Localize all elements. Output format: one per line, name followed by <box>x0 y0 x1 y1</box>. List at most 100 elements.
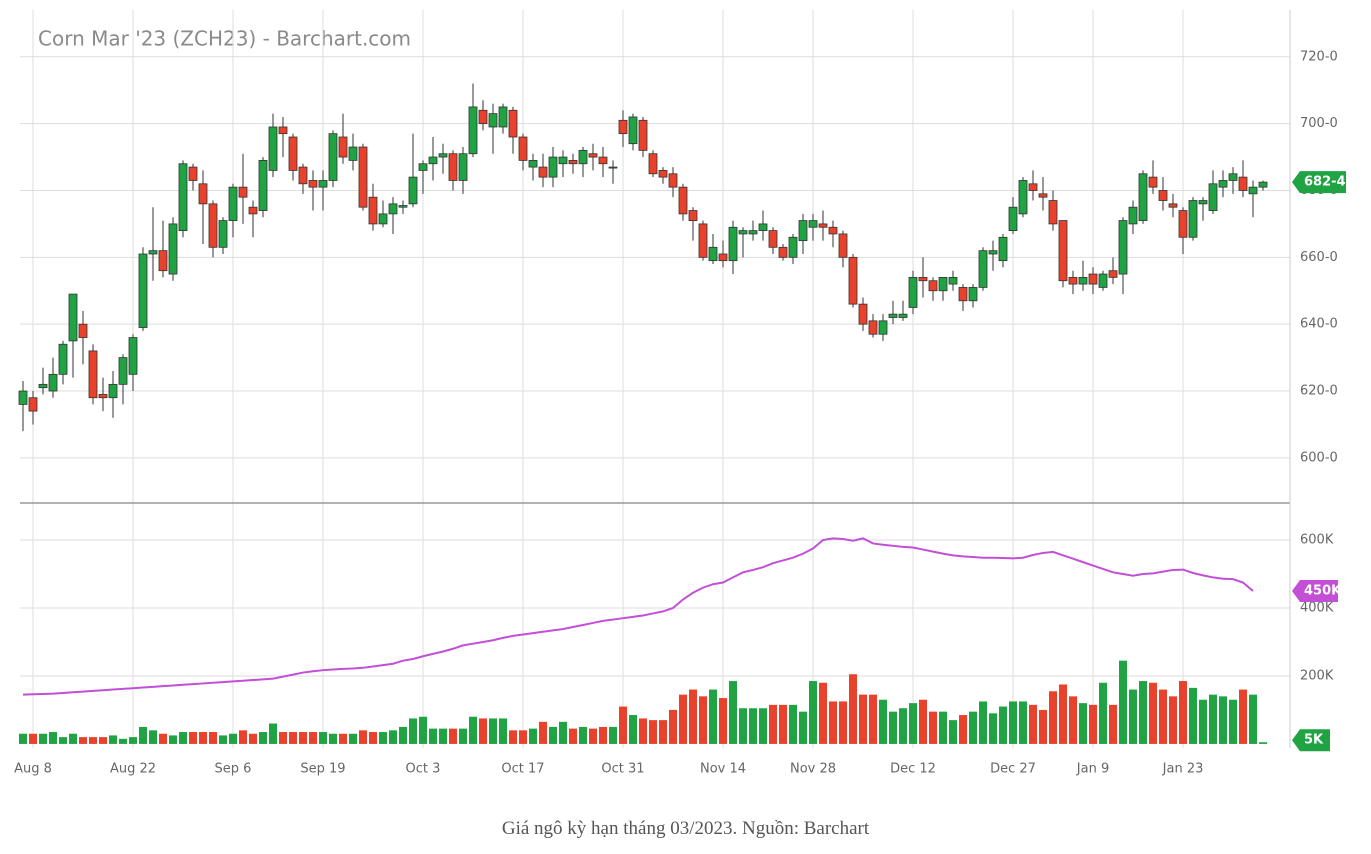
volume-bar <box>319 732 327 744</box>
candle-body <box>688 210 698 221</box>
candle-body <box>918 276 928 282</box>
volume-bar <box>1229 699 1237 744</box>
candle-body <box>238 186 248 198</box>
volume-bar <box>1009 701 1017 744</box>
volume-bar <box>629 715 637 744</box>
candle-body <box>528 160 538 168</box>
volume-bar <box>909 703 917 744</box>
candle-body <box>788 236 798 258</box>
candle-body <box>1148 176 1158 188</box>
candle-body <box>1108 270 1118 278</box>
volume-bar <box>369 732 377 744</box>
candle-body <box>88 350 98 399</box>
candle-body <box>628 116 638 145</box>
x-tick-label: Dec 27 <box>990 762 1036 777</box>
candle-body <box>618 119 628 135</box>
chart: Corn Mar '23 (ZCH23) - Barchart.com Aug … <box>14 10 1346 777</box>
candle-body <box>28 397 38 412</box>
candle-body <box>38 383 48 389</box>
candle-body <box>258 160 268 211</box>
candle-body <box>1128 206 1138 225</box>
volume-bar <box>649 720 657 744</box>
volume-bar <box>409 718 417 744</box>
candle-body <box>108 383 118 399</box>
candle-body <box>568 160 578 165</box>
volume-bar <box>789 704 797 744</box>
candle-body <box>378 213 388 225</box>
volume-bar <box>439 728 447 744</box>
volume-bar <box>1259 742 1267 744</box>
x-tick-label: Oct 17 <box>501 762 544 777</box>
volume-bar <box>719 698 727 744</box>
volume-bar <box>849 674 857 744</box>
x-tick-label: Nov 28 <box>790 762 836 777</box>
candle-body <box>458 153 468 181</box>
candle-body <box>1138 173 1148 221</box>
candle-body <box>708 246 718 262</box>
candle-body <box>368 196 378 225</box>
x-tick-label: Oct 3 <box>406 762 441 777</box>
volume-bar <box>1099 682 1107 744</box>
volume-bar <box>79 737 87 744</box>
volume-bar <box>1039 709 1047 744</box>
volume-bar <box>659 720 667 744</box>
volume-bar <box>979 701 987 744</box>
candle-body <box>518 136 528 161</box>
candle-body <box>558 156 568 165</box>
x-tick-label: Jan 23 <box>1162 762 1204 777</box>
volume-bar <box>779 704 787 744</box>
volume-bar <box>1209 694 1217 744</box>
volume-bar <box>359 730 367 744</box>
candle-body <box>908 276 918 308</box>
volume-bar <box>309 732 317 744</box>
candle-body <box>968 287 978 302</box>
y-tick-label: 200K <box>1300 668 1334 683</box>
candle-body <box>808 220 818 228</box>
volume-bar <box>739 708 747 744</box>
candle-body <box>958 287 968 302</box>
candle-body <box>178 163 188 231</box>
volume-bar <box>1049 691 1057 744</box>
candle-body <box>1058 220 1068 282</box>
candle-body <box>1098 273 1108 288</box>
volume-bar <box>529 728 537 744</box>
volume-bar <box>799 711 807 744</box>
volume-bar <box>189 732 197 744</box>
volume-bar <box>819 682 827 744</box>
candle-body <box>428 156 438 165</box>
candle-body <box>858 303 868 325</box>
volume-bar <box>249 733 257 744</box>
volume-bar <box>569 728 577 744</box>
volume-bar <box>329 733 337 744</box>
volume-bar <box>639 718 647 744</box>
candle-body <box>1088 273 1098 285</box>
volume-bar <box>139 726 147 744</box>
volume-bar <box>289 732 297 744</box>
volume-bar <box>1089 704 1097 744</box>
x-tick-label: Nov 14 <box>700 762 746 777</box>
candle-body <box>58 343 68 375</box>
candle-body <box>778 246 788 258</box>
candle-body <box>1218 180 1228 188</box>
candle-body <box>718 253 728 262</box>
volume-bar <box>669 709 677 744</box>
candle-body <box>1258 181 1268 188</box>
candle-body <box>678 186 688 215</box>
candle-body <box>878 320 888 335</box>
y-tick-label: 720-0 <box>1300 49 1338 64</box>
candle-body <box>1208 183 1218 211</box>
volume-bar <box>589 728 597 744</box>
volume-bar <box>509 730 517 744</box>
y-tick-label: 700-0 <box>1300 116 1338 131</box>
candle-body <box>818 223 828 228</box>
volume-bar <box>879 699 887 744</box>
candle-body <box>608 166 618 169</box>
candle-body <box>438 153 448 158</box>
candle-body <box>118 357 128 385</box>
open-interest-line <box>22 537 1254 696</box>
volume-bar <box>839 701 847 744</box>
candle-body <box>588 153 598 158</box>
caption: Giá ngô kỳ hạn tháng 03/2023. Nguồn: Bar… <box>501 818 870 839</box>
